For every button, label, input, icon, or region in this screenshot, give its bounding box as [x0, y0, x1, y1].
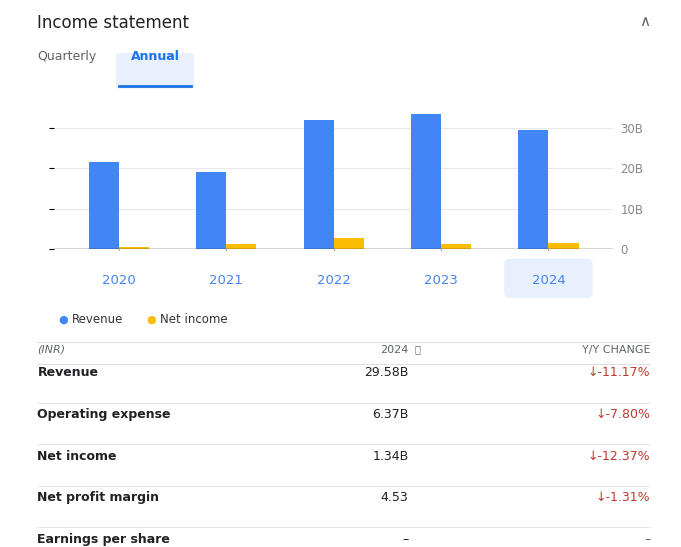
Text: Revenue: Revenue — [72, 313, 123, 327]
Text: ⓘ: ⓘ — [414, 345, 420, 354]
Text: (INR): (INR) — [37, 345, 65, 354]
Text: Income statement: Income statement — [37, 14, 189, 32]
Text: ●: ● — [58, 315, 67, 325]
Text: ∧: ∧ — [639, 14, 650, 28]
Text: 2024: 2024 — [532, 274, 565, 287]
Bar — [441, 243, 471, 249]
Bar — [548, 243, 579, 249]
Text: Annual: Annual — [131, 50, 179, 63]
Text: –: – — [644, 533, 650, 546]
Text: Earnings per share: Earnings per share — [37, 533, 170, 546]
Text: 4.53: 4.53 — [381, 491, 409, 504]
Text: Quarterly: Quarterly — [37, 50, 97, 63]
Text: 2020: 2020 — [102, 274, 136, 287]
Bar — [334, 238, 364, 249]
Text: Y/Y CHANGE: Y/Y CHANGE — [582, 345, 650, 354]
Text: ↓-11.17%: ↓-11.17% — [588, 366, 650, 380]
Text: ↓-12.37%: ↓-12.37% — [588, 450, 650, 463]
Text: Net income: Net income — [160, 313, 227, 327]
Text: Net income: Net income — [37, 450, 117, 463]
Text: ↓-7.80%: ↓-7.80% — [595, 408, 650, 421]
Bar — [518, 130, 548, 249]
Bar — [226, 243, 256, 249]
Text: Net profit margin: Net profit margin — [37, 491, 159, 504]
Text: –: – — [402, 533, 409, 546]
Text: 6.37B: 6.37B — [373, 408, 409, 421]
Text: 2024: 2024 — [380, 345, 409, 354]
Text: 29.58B: 29.58B — [364, 366, 409, 380]
Text: 2021: 2021 — [209, 274, 243, 287]
Text: 1.34B: 1.34B — [373, 450, 409, 463]
Text: ↓-1.31%: ↓-1.31% — [596, 491, 650, 504]
Bar — [196, 172, 226, 249]
Text: Operating expense: Operating expense — [37, 408, 171, 421]
Bar — [119, 247, 149, 249]
Text: 2022: 2022 — [317, 274, 351, 287]
Text: ●: ● — [146, 315, 156, 325]
Text: 2023: 2023 — [424, 274, 458, 287]
Bar — [89, 162, 119, 249]
Text: Revenue: Revenue — [37, 366, 99, 380]
Bar — [304, 120, 334, 249]
Bar — [411, 114, 441, 249]
